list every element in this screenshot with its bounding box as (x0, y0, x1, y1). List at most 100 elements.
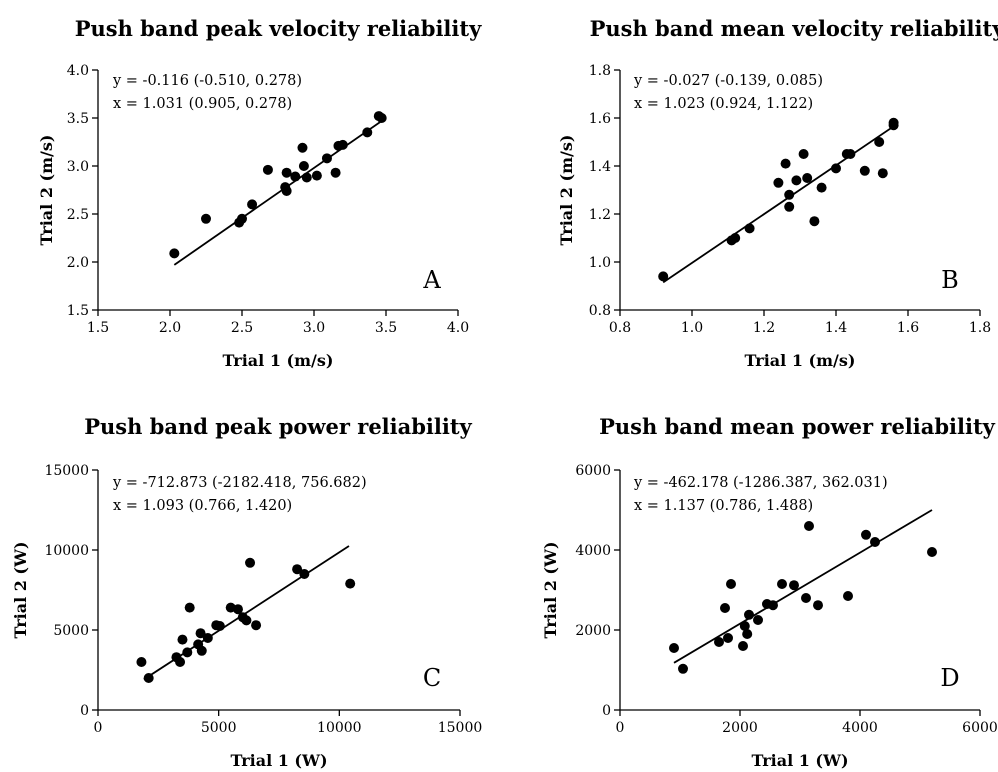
data-point (804, 521, 814, 531)
x-axis-label: Trial 1 (m/s) (223, 351, 334, 370)
data-point (321, 153, 332, 164)
data-point (658, 271, 669, 282)
y-tick-label: 2.5 (67, 207, 89, 223)
x-tick-label: 1.8 (969, 320, 991, 336)
chart-title: Push band mean velocity reliability (590, 16, 998, 41)
chart-panel-b: Push band mean velocity reliability 0.8 1.… (557, 16, 998, 370)
x-tick-label: 0.8 (609, 320, 631, 336)
data-point (292, 564, 303, 575)
data-point (927, 547, 937, 557)
y-axis-label: Trial 2 (W) (11, 541, 30, 638)
data-point (678, 663, 688, 674)
panel-letter: D (940, 664, 959, 692)
y-tick-label: 2000 (575, 623, 611, 639)
x-axis-label: Trial 1 (W) (230, 751, 327, 770)
regression-equation-line: y = -0.116 (-0.510, 0.278) (112, 73, 302, 89)
regression-line (673, 509, 933, 664)
y-tick-label: 1.5 (67, 303, 89, 319)
data-point (298, 161, 309, 171)
data-point (245, 557, 256, 568)
x-tick-label: 1.6 (897, 320, 919, 336)
data-point (232, 604, 243, 615)
x-tick-label: 1.5 (87, 320, 109, 336)
data-point (723, 633, 733, 643)
data-point (802, 173, 813, 183)
data-point (669, 643, 679, 653)
data-point (784, 189, 795, 200)
data-point (780, 158, 791, 169)
y-tick-label: 1.6 (589, 111, 611, 127)
data-point (345, 578, 356, 589)
regression-equation-line: y = -712.873 (-2182.418, 756.682) (112, 475, 367, 491)
data-point (784, 201, 795, 212)
data-point (175, 657, 186, 667)
data-point (251, 620, 262, 631)
data-point (299, 569, 310, 579)
data-point (262, 164, 273, 175)
x-tick-label: 5000 (201, 720, 237, 736)
data-point (777, 579, 787, 589)
panel-letter: A (422, 266, 441, 294)
data-point (241, 615, 252, 626)
chart-panel-c: Push band peak power reliability 0 5000 100… (11, 414, 482, 770)
data-point (182, 647, 193, 658)
x-axis-label: Trial 1 (W) (751, 751, 848, 770)
panel-letter: C (423, 664, 441, 692)
data-point (297, 142, 308, 153)
chart-panel-d: Push band mean power reliability 0 2000 400… (541, 414, 998, 770)
regression-equation-line: x = 1.031 (0.905, 0.278) (113, 96, 292, 112)
x-tick-label: 1.4 (825, 320, 847, 336)
data-point (742, 629, 753, 639)
chart-title: Push band peak velocity reliability (75, 16, 482, 41)
data-point (362, 127, 373, 138)
data-point (831, 163, 841, 174)
data-point (738, 641, 748, 651)
y-axis-label: Trial 2 (W) (541, 541, 560, 638)
data-point (281, 185, 292, 196)
data-point (195, 628, 206, 639)
data-point (202, 633, 213, 643)
data-point (877, 168, 888, 179)
data-point (143, 673, 154, 683)
data-point (714, 637, 724, 647)
y-tick-label: 3.5 (67, 111, 89, 127)
data-point (773, 177, 784, 188)
regression-equation-line: x = 1.137 (0.786, 1.488) (634, 498, 813, 514)
regression-equation-line: y = -462.178 (-1286.387, 362.031) (633, 475, 888, 491)
data-point (376, 113, 387, 123)
data-point (789, 580, 799, 591)
x-tick-label: 10000 (317, 720, 362, 736)
data-point (177, 634, 188, 645)
data-point (888, 117, 899, 128)
y-tick-label: 0 (80, 703, 89, 719)
y-tick-label: 0 (602, 703, 611, 719)
x-tick-label: 4.0 (447, 320, 469, 336)
data-point (237, 213, 247, 224)
data-point (281, 167, 292, 178)
regression-equation-line: y = -0.027 (-0.139, 0.085) (633, 73, 823, 89)
data-point (861, 529, 871, 540)
panel-letter: B (941, 266, 959, 294)
x-tick-label: 0 (94, 720, 103, 736)
x-tick-label: 1.2 (753, 320, 775, 336)
y-tick-label: 4000 (575, 543, 611, 559)
data-point (739, 621, 750, 631)
chart-title: Push band peak power reliability (84, 414, 472, 439)
y-tick-label: 15000 (44, 463, 89, 479)
y-tick-label: 0.8 (589, 303, 611, 319)
x-tick-label: 3.0 (303, 320, 325, 336)
data-point (859, 165, 870, 176)
x-axis-label: Trial 1 (m/s) (745, 351, 856, 370)
data-point (798, 149, 809, 159)
x-tick-label: 6000 (962, 720, 998, 736)
x-tick-label: 3.5 (375, 320, 397, 336)
data-point (816, 182, 827, 193)
data-point (726, 579, 736, 589)
data-point (744, 223, 755, 234)
chart-title: Push band mean power reliability (599, 414, 996, 439)
regression-line (662, 125, 895, 284)
data-point (247, 199, 258, 210)
data-point (201, 213, 211, 224)
x-tick-label: 1.0 (681, 320, 703, 336)
